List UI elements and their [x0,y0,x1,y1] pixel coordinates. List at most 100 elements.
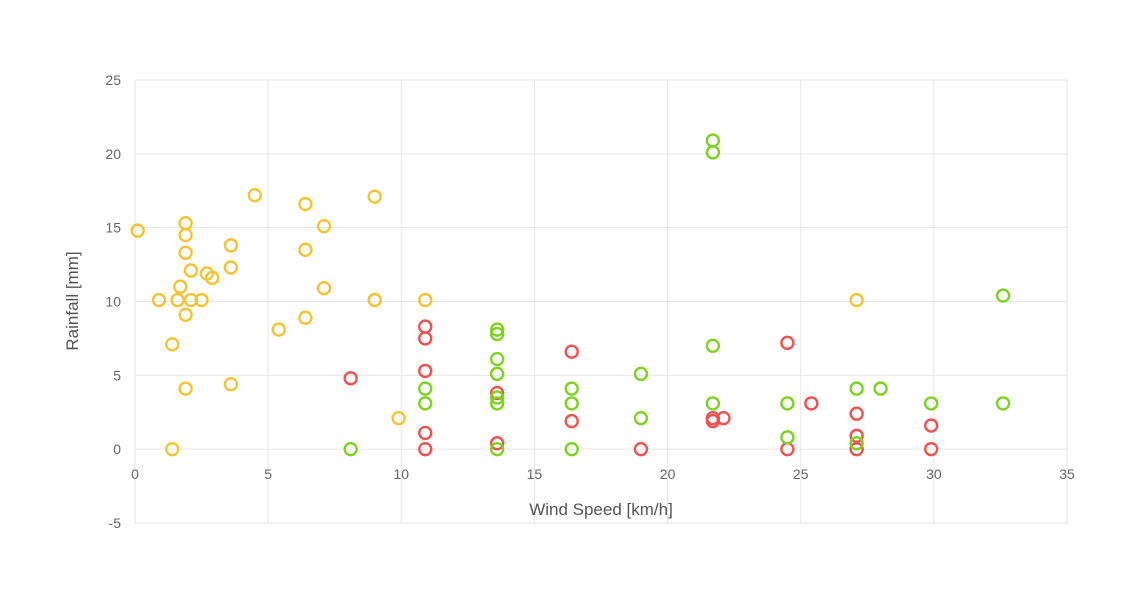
data-point [418,363,433,379]
data-point [205,270,220,286]
grid-lines [134,79,1068,524]
data-point [489,322,505,337]
y-tick-label: -5 [109,515,122,531]
data-point [633,441,649,457]
data-point [849,428,864,444]
data-points [130,133,1011,457]
x-tick-label: 20 [660,466,676,482]
data-point [298,242,313,258]
data-point [178,381,193,396]
data-point [418,319,433,334]
data-point [298,196,313,212]
data-point [178,245,193,260]
data-point [489,390,505,405]
data-point [849,292,864,308]
data-point [178,227,193,243]
data-point [183,263,199,278]
y-tick-label: 15 [105,220,121,236]
data-point [705,338,721,353]
data-point [489,351,505,367]
data-point [178,307,193,322]
data-point [367,189,382,204]
data-point [564,441,579,457]
data-point [995,396,1011,411]
series-1 [130,187,864,457]
data-point [418,292,433,308]
data-point [923,396,939,411]
data-point [923,441,939,457]
y-tick-label: 5 [113,367,121,383]
data-point [995,288,1011,303]
data-point [367,292,382,308]
data-point [633,366,649,382]
x-tick-label: 30 [926,466,942,482]
data-point [223,260,239,275]
data-point [165,441,180,457]
data-point [489,366,505,382]
data-point [849,406,864,421]
data-point [223,238,239,253]
series-2 [343,319,939,457]
data-point [489,441,505,457]
data-point [780,396,795,411]
data-point [173,279,188,294]
y-tick-label: 10 [105,294,121,310]
data-point [489,326,505,342]
x-axis-tick-labels: 0 5 10 15 20 25 30 35 [131,466,1075,482]
data-point [849,381,864,396]
data-point [873,381,888,396]
y-axis-title: Rainfall [mm] [63,251,82,350]
data-point [564,381,579,396]
y-tick-label: 20 [105,146,121,162]
data-point [391,410,406,426]
data-point [194,292,209,308]
data-point [418,441,433,457]
data-point [151,292,167,308]
data-point [343,371,358,386]
data-point [633,410,649,426]
data-point [489,436,505,451]
data-point [316,281,332,296]
data-point [849,436,864,451]
data-point [130,223,145,238]
data-point [705,396,721,411]
series-3 [343,133,1011,457]
y-tick-label: 0 [113,441,121,457]
x-tick-label: 25 [793,466,809,482]
data-point [804,396,819,411]
y-axis-tick-labels: -5 0 5 10 15 20 25 [105,72,121,531]
x-tick-label: 5 [264,466,272,482]
data-point [223,376,239,392]
data-point [418,396,433,411]
data-point [705,133,721,148]
data-point [923,418,939,433]
data-point [564,396,579,411]
data-point [298,310,313,325]
data-point [165,337,180,352]
data-point [170,292,185,308]
data-point [418,425,433,441]
data-point [705,145,721,160]
data-point [343,441,358,457]
data-point [418,331,433,346]
data-point [271,322,286,337]
data-point [247,187,263,203]
data-point [780,430,795,445]
data-point [316,218,332,234]
data-point [489,396,505,411]
data-point [564,413,579,429]
data-point [780,335,795,351]
x-tick-label: 0 [131,466,139,482]
x-tick-label: 15 [527,466,543,482]
data-point [716,410,731,426]
y-tick-label: 25 [105,72,121,88]
data-point [183,292,199,308]
data-point [564,344,579,359]
x-tick-label: 35 [1059,466,1075,482]
x-tick-label: 10 [393,466,409,482]
data-point [418,381,433,396]
x-axis-title: Wind Speed [km/h] [529,500,673,519]
data-point [849,441,864,457]
data-point [489,385,505,401]
